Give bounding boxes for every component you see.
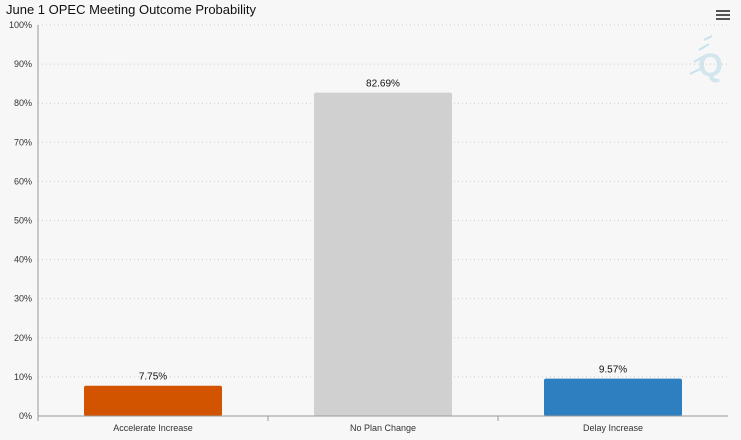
y-tick-label: 0% xyxy=(19,411,32,421)
x-tick-label: No Plan Change xyxy=(350,423,416,433)
bar-accelerate-increase xyxy=(84,385,222,416)
y-tick-label: 70% xyxy=(14,137,32,147)
chart-title: June 1 OPEC Meeting Outcome Probability xyxy=(6,2,257,17)
x-tick-label: Accelerate Increase xyxy=(113,423,193,433)
y-tick-label: 10% xyxy=(14,372,32,382)
bars xyxy=(84,92,682,416)
y-tick-label: 100% xyxy=(9,20,32,30)
axes: 0% 10% 20% 30% 40% 50% 60% 70% 80% 90% 100% Acceler… xyxy=(9,20,728,433)
hamburger-menu-icon[interactable] xyxy=(714,7,732,23)
bar-delay-increase xyxy=(544,378,682,416)
y-tick-label: 40% xyxy=(14,255,32,265)
svg-text:Q: Q xyxy=(698,47,723,83)
q-logo-icon: Q xyxy=(689,35,723,83)
y-tick-label: 30% xyxy=(14,294,32,304)
x-tick-label: Delay Increase xyxy=(583,423,643,433)
data-label: 9.57% xyxy=(599,365,627,376)
y-tick-label: 90% xyxy=(14,59,32,69)
data-label: 7.75% xyxy=(139,372,167,383)
data-label: 82.69% xyxy=(366,79,400,90)
data-labels: 7.75% 82.69% 9.57% xyxy=(139,79,627,383)
y-tick-label: 20% xyxy=(14,333,32,343)
bar-no-plan-change xyxy=(314,92,452,416)
y-tick-label: 50% xyxy=(14,216,32,226)
y-tick-label: 60% xyxy=(14,176,32,186)
y-tick-label: 80% xyxy=(14,98,32,108)
